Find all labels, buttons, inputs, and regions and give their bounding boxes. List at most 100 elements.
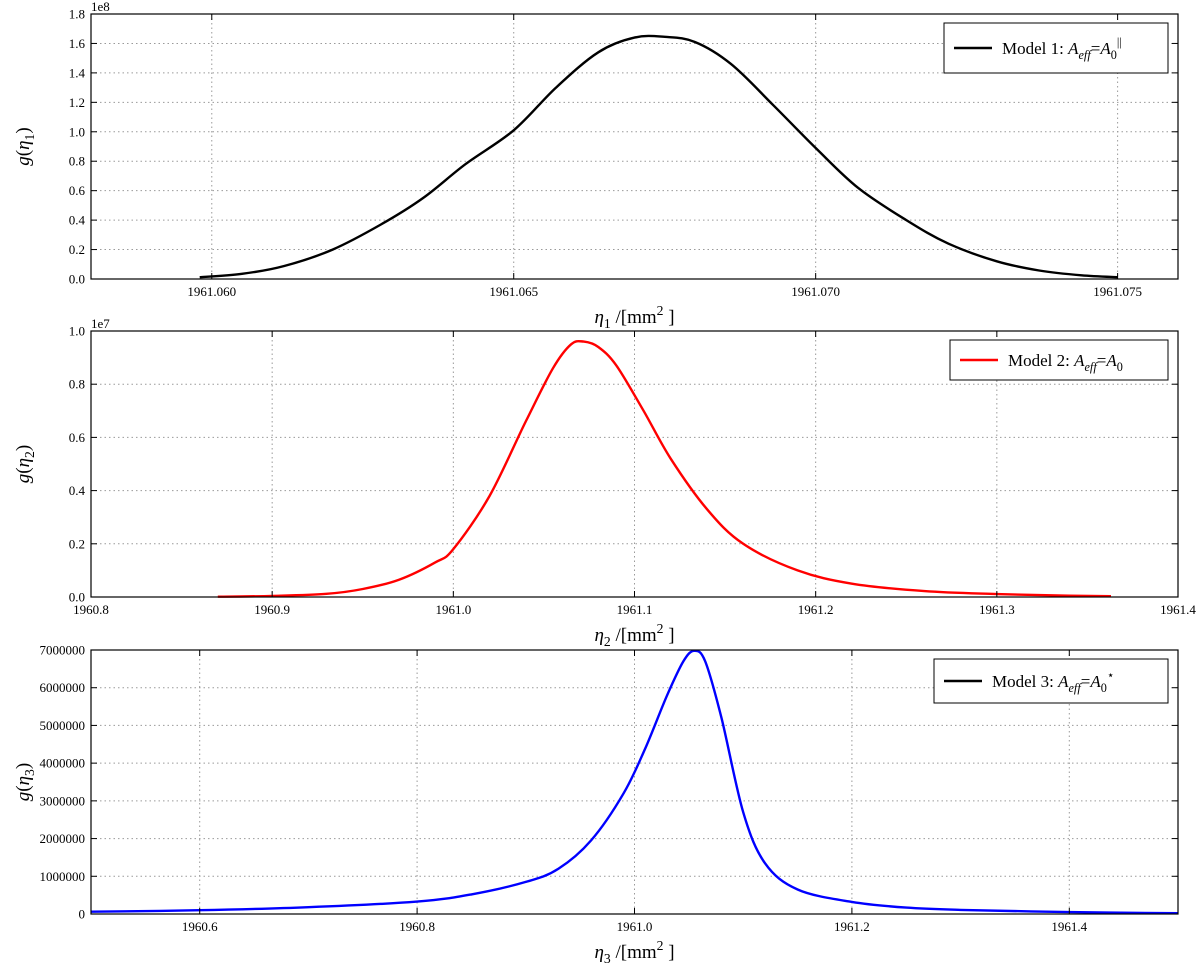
x-axis-label: η3 /[mm2 ] <box>594 938 674 965</box>
y-tick-label: 4000000 <box>40 756 86 771</box>
text-part: = <box>1081 672 1091 691</box>
text-part: η <box>13 458 34 467</box>
x-tick-label: 1960.8 <box>73 602 109 617</box>
axis-offset-label: 1e7 <box>91 316 110 331</box>
x-tick-label: 1961.075 <box>1093 284 1142 299</box>
y-tick-label: 0.4 <box>69 483 86 498</box>
text-part: ( <box>13 150 34 156</box>
chart-panel-3: 1960.6 1960.8 1961.0 1961.2 1961.40100000020… <box>13 643 1179 965</box>
x-tick-label: 1961.065 <box>489 284 538 299</box>
legend-label: Model 2: Aeff=A0 <box>1008 351 1123 374</box>
x-tick-label: 1961.2 <box>834 919 870 934</box>
text-part: g <box>13 792 34 802</box>
text-part: 3 <box>604 951 611 965</box>
text-part: Model 1: <box>1002 39 1068 58</box>
chart-panel-1: 1961.060 1961.065 1961.070 1961.075 0.0 0.2 0.… <box>13 0 1179 331</box>
text-part: = <box>1097 351 1107 370</box>
x-tick-label: 1961.1 <box>617 602 653 617</box>
plot-frame <box>90 13 1179 280</box>
y-tick-label: 1.0 <box>69 124 85 139</box>
y-tick-label: 1.8 <box>69 7 85 22</box>
x-tick-label: 1961.070 <box>791 284 840 299</box>
x-tick-label: 1961.060 <box>187 284 236 299</box>
series-line-1 <box>199 34 1118 279</box>
text-part: ] <box>663 625 674 646</box>
text-part: ) <box>13 763 34 769</box>
legend-box <box>949 339 1169 381</box>
text-part: ) <box>13 445 34 451</box>
x-axis-label: η2 /[mm2 ] <box>594 621 674 649</box>
y-tick-label: 3000000 <box>40 793 86 808</box>
text-part: g <box>13 474 34 484</box>
y-tick-label: 0.2 <box>69 536 85 551</box>
legend: Model 3: Aeff=A0⋆ <box>933 658 1169 704</box>
y-tick-label: 0.0 <box>69 272 85 287</box>
text-part: eff <box>1085 360 1099 374</box>
text-part: Model 3: <box>992 672 1058 691</box>
text-part: 0 <box>1117 360 1123 374</box>
y-tick-label: 0.0 <box>69 590 85 605</box>
y-tick-label: 0.6 <box>69 183 86 198</box>
y-tick-label: 0.6 <box>69 430 86 445</box>
y-tick-label: 0 <box>79 907 86 922</box>
text-part: A <box>1105 351 1117 370</box>
x-tick-label: 1961.3 <box>979 602 1015 617</box>
y-tick-label: 1.2 <box>69 95 85 110</box>
x-tick-label: 1960.8 <box>399 919 435 934</box>
y-tick-label: 0.8 <box>69 154 85 169</box>
text-part: η <box>13 140 34 149</box>
text-part: 2 <box>657 621 664 636</box>
text-part: η <box>594 625 603 646</box>
text-part: η <box>594 307 603 328</box>
x-tick-label: 1960.9 <box>254 602 290 617</box>
legend: Model 2: Aeff=A0 <box>949 339 1169 381</box>
text-part: A <box>1089 672 1101 691</box>
text-part: η <box>594 942 603 963</box>
text-part: || <box>1117 35 1122 49</box>
y-tick-label: 0.8 <box>69 377 85 392</box>
text-part: Model 2: <box>1008 351 1074 370</box>
y-tick-label: 0.4 <box>69 213 86 228</box>
text-part: ) <box>13 127 34 133</box>
text-part: /[mm <box>611 625 657 646</box>
text-part: A <box>1099 39 1111 58</box>
legend: Model 1: Aeff=A0|| <box>943 22 1169 74</box>
text-part: 1 <box>22 133 37 140</box>
x-tick-label: 1961.2 <box>798 602 834 617</box>
x-tick-label: 1960.6 <box>182 919 218 934</box>
y-tick-label: 0.2 <box>69 242 85 257</box>
text-part: 2 <box>657 303 664 318</box>
y-axis-label: g(η3) <box>13 763 37 801</box>
text-part: 3 <box>22 769 37 776</box>
text-part: eff <box>1069 681 1083 695</box>
text-part: ( <box>13 467 34 473</box>
text-part: A <box>1067 39 1079 58</box>
y-tick-label: 7000000 <box>40 643 86 658</box>
text-part: eff <box>1079 48 1093 62</box>
text-part: ] <box>663 942 674 963</box>
x-tick-label: 1961.4 <box>1051 919 1087 934</box>
y-tick-label: 5000000 <box>40 718 86 733</box>
text-part: = <box>1091 39 1101 58</box>
text-part: /[mm <box>611 942 657 963</box>
legend-label: Model 1: Aeff=A0|| <box>1002 35 1122 62</box>
axis-offset-label: 1e8 <box>91 0 110 14</box>
y-axis-label: g(η1) <box>13 127 37 165</box>
text-part: 2 <box>657 938 664 953</box>
series-line-2 <box>217 339 1112 598</box>
y-tick-label: 1.0 <box>69 324 85 339</box>
text-part: ] <box>663 307 674 328</box>
chart-panel-2: 1960.8 1960.9 1961.0 1961.1 1961.2 1961.3 1961… <box>13 316 1196 649</box>
text-part: A <box>1057 672 1069 691</box>
x-tick-label: 1961.0 <box>435 602 471 617</box>
x-axis-label: η1 /[mm2 ] <box>594 303 674 331</box>
legend-label: Model 3: Aeff=A0⋆ <box>992 668 1115 695</box>
y-tick-label: 1000000 <box>40 869 86 884</box>
text-part: 2 <box>22 451 37 458</box>
text-part: 2 <box>604 634 611 649</box>
y-tick-label: 6000000 <box>40 680 86 695</box>
text-part: 0 <box>1111 48 1117 62</box>
y-axis-label: g(η2) <box>13 445 37 483</box>
text-part: g <box>13 156 34 166</box>
